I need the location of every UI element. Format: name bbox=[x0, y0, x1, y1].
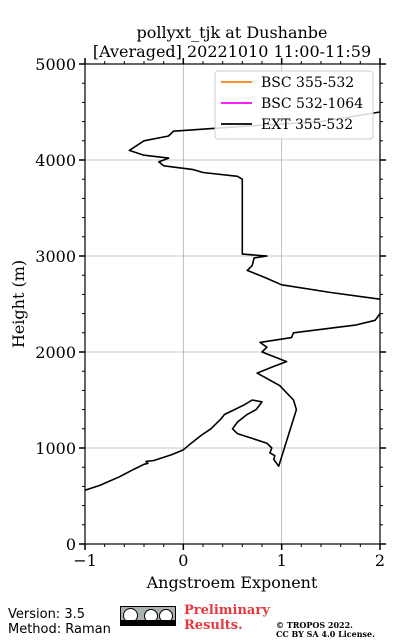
y-tick-label: 4000 bbox=[35, 151, 76, 170]
legend-box bbox=[214, 70, 374, 140]
x-tick-label: 1 bbox=[277, 551, 287, 570]
cc-by-sa-logo bbox=[120, 606, 176, 626]
series-group bbox=[85, 110, 380, 491]
x-axis-label: Angstroem Exponent bbox=[146, 573, 318, 592]
method-text: Method: Raman bbox=[8, 622, 111, 637]
preliminary-line2: Results. bbox=[184, 618, 243, 633]
y-tick-label: 1000 bbox=[35, 439, 76, 458]
legend-label: BSC 532-1064 bbox=[261, 96, 363, 112]
version-text: Version: 3.5 bbox=[8, 607, 85, 622]
chart-title: pollyxt_tjk at Dushanbe bbox=[136, 23, 327, 42]
legend: BSC 355-532 BSC 532-1064 EXT 355-532 bbox=[214, 70, 374, 140]
copyright-line2: CC BY SA 4.0 License. bbox=[276, 629, 375, 639]
y-ticks: 0 1000 2000 3000 4000 5000 bbox=[35, 55, 386, 554]
plot-frame bbox=[84, 63, 381, 545]
legend-label: EXT 355-532 bbox=[261, 117, 353, 133]
preliminary-line1: Preliminary bbox=[184, 603, 270, 618]
series-line bbox=[85, 110, 380, 491]
x-tick-label: 2 bbox=[375, 551, 385, 570]
copyright-line1: © TROPOS 2022. bbox=[276, 620, 353, 630]
y-axis-label: Height (m) bbox=[9, 260, 28, 348]
legend-label: BSC 355-532 bbox=[261, 75, 354, 91]
cc-strip bbox=[121, 620, 175, 625]
y-tick-label: 2000 bbox=[35, 343, 76, 362]
y-tick-label: 3000 bbox=[35, 247, 76, 266]
y-tick-label: 0 bbox=[66, 535, 76, 554]
chart-subtitle: [Averaged] 20221010 11:00-11:59 bbox=[93, 42, 371, 61]
x-tick-label: 0 bbox=[178, 551, 188, 570]
x-ticks: −1 0 1 2 bbox=[73, 58, 385, 570]
x-tick-label: −1 bbox=[73, 551, 97, 570]
y-tick-label: 5000 bbox=[35, 55, 76, 74]
